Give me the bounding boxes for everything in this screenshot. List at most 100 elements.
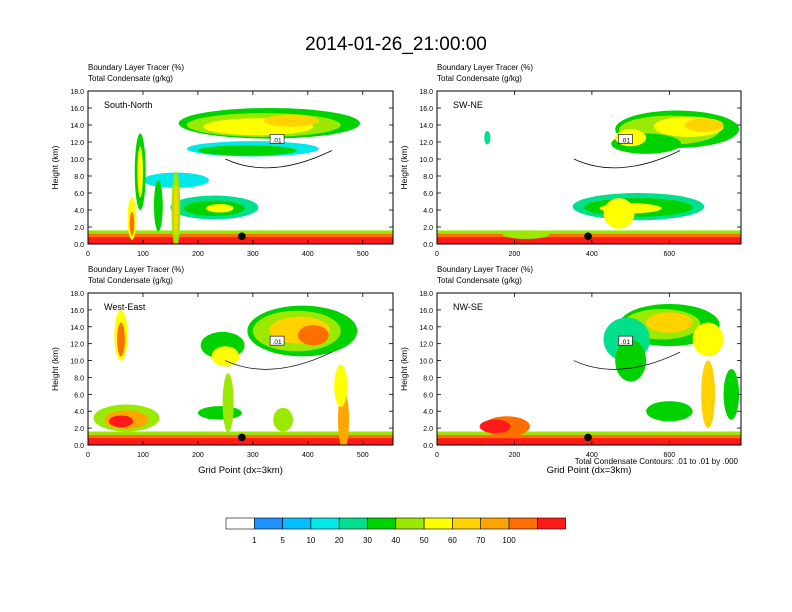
tracer-region — [211, 346, 240, 367]
contour-label-box — [618, 335, 633, 346]
x-tick-label: 200 — [509, 452, 521, 459]
tracer-region — [129, 211, 135, 236]
x-tick-label: 300 — [247, 452, 259, 459]
x-tick-label: 400 — [586, 251, 598, 258]
y-axis-label: Height (km) — [50, 347, 60, 391]
x-tick-label: 100 — [137, 452, 149, 459]
y-tick-label: 14.0 — [70, 325, 84, 332]
y-tick-label: 18.0 — [419, 291, 433, 298]
x-tick-label: 400 — [586, 452, 598, 459]
y-tick-label: 8.0 — [74, 174, 84, 181]
tracer-region — [484, 130, 491, 145]
tracer-region — [646, 401, 693, 422]
y-tick-label: 10.0 — [70, 359, 84, 366]
boundary-layer-band — [88, 438, 393, 445]
y-tick-label: 12.0 — [419, 140, 433, 147]
y-tick-label: 12.0 — [419, 342, 433, 349]
condensate-contour — [573, 150, 681, 169]
y-axis-label: Height (km) — [50, 145, 60, 189]
x-tick-label: 600 — [664, 452, 676, 459]
colorbar: 1 5 10 20 30 40 50 60 70 100 — [225, 517, 566, 545]
tracer-region — [723, 369, 740, 420]
colorbar-bin — [225, 517, 255, 530]
x-tick-label: 600 — [664, 251, 676, 258]
contour-label: .01 — [621, 339, 630, 346]
colorbar-label: 100 — [502, 536, 516, 545]
condensate-contour — [573, 351, 681, 370]
tracer-region — [692, 322, 724, 357]
x-tick-label: 0 — [86, 452, 90, 459]
y-tick-label: 10.0 — [70, 157, 84, 164]
x-tick-label: 200 — [509, 251, 521, 258]
boundary-layer-band — [437, 237, 741, 244]
y-tick-label: 8.0 — [423, 174, 433, 181]
colorbar-bin — [395, 517, 425, 530]
panel-title-line-2: Total Condensate (g/kg) — [437, 276, 522, 285]
x-tick-label: 400 — [302, 251, 314, 258]
y-tick-label: 6.0 — [74, 191, 84, 198]
colorbar-bin — [536, 517, 566, 530]
panel-title-line-1: Boundary Layer Tracer (%) — [88, 63, 184, 72]
y-tick-label: 6.0 — [423, 392, 433, 399]
y-tick-label: 4.0 — [423, 208, 433, 215]
y-tick-label: 10.0 — [419, 359, 433, 366]
panel-south-north: .01 0.0 2.0 4.0 6.0 8.0 10.0 12.0 14.0 16.0 18.0 0 1… — [50, 63, 394, 258]
tracer-region — [646, 312, 693, 333]
y-axis-label: Height (km) — [399, 347, 409, 391]
y-tick-label: 4.0 — [423, 409, 433, 416]
tracer-region — [197, 145, 297, 156]
colorbar-bin — [452, 517, 481, 530]
tracer-region — [153, 180, 163, 232]
y-tick-label: 16.0 — [419, 308, 433, 315]
tracer-region — [615, 339, 647, 382]
tracer-region — [108, 415, 134, 428]
x-axis-label: Grid Point (dx=3km) — [198, 465, 283, 476]
field — [88, 305, 393, 445]
contour-label: .01 — [621, 137, 630, 144]
y-tick-label: 16.0 — [419, 106, 433, 113]
y-tick-label: 6.0 — [423, 191, 433, 198]
x-tick-label: 500 — [357, 452, 369, 459]
tracer-region — [297, 325, 329, 346]
panel-label: SW-NE — [453, 100, 483, 110]
y-tick-label: 4.0 — [74, 409, 84, 416]
y-tick-label: 16.0 — [70, 308, 84, 315]
condensate-contour — [225, 351, 333, 370]
tracer-region — [206, 204, 234, 213]
tracer-region — [197, 406, 242, 420]
y-tick-label: 14.0 — [70, 123, 84, 130]
colorbar-label: 10 — [306, 536, 315, 545]
boundary-layer-band — [88, 237, 393, 244]
panel-sw-ne: .01 0.0 2.0 4.0 6.0 8.0 10.0 12.0 14.0 16.0 18.0 0 2… — [399, 63, 742, 258]
figure-title: 2014-01-26_21:00:00 — [305, 34, 487, 55]
y-tick-label: 0.0 — [74, 242, 84, 249]
panel-title-line-1: Boundary Layer Tracer (%) — [88, 265, 184, 274]
y-tick-label: 8.0 — [423, 375, 433, 382]
panel-label: South-North — [104, 100, 153, 110]
field — [88, 108, 393, 244]
tracer-region — [173, 184, 179, 236]
field — [437, 303, 741, 445]
location-marker — [584, 232, 592, 241]
y-tick-label: 2.0 — [423, 225, 433, 232]
colorbar-bin — [310, 517, 340, 530]
colorbar-label: 30 — [363, 536, 372, 545]
y-tick-label: 16.0 — [70, 106, 84, 113]
y-tick-label: 2.0 — [74, 426, 84, 433]
contour-footnote: Total Condensate Contours: .01 to .01 by… — [575, 457, 739, 466]
contour-label-box — [269, 335, 285, 346]
tracer-region — [334, 364, 348, 407]
tracer-region — [273, 407, 293, 432]
tracer-region — [117, 322, 125, 357]
boundary-layer-band — [437, 438, 741, 445]
tracer-region — [502, 230, 550, 239]
panel-title-line-1: Boundary Layer Tracer (%) — [437, 63, 533, 72]
contour-label-box — [618, 134, 633, 144]
tracer-region — [479, 419, 511, 434]
y-tick-label: 12.0 — [70, 140, 84, 147]
tracer-region — [684, 118, 724, 132]
panel-title-line-2: Total Condensate (g/kg) — [88, 74, 173, 83]
x-tick-label: 100 — [137, 251, 149, 258]
y-tick-label: 4.0 — [74, 208, 84, 215]
colorbar-label: 40 — [391, 536, 400, 545]
